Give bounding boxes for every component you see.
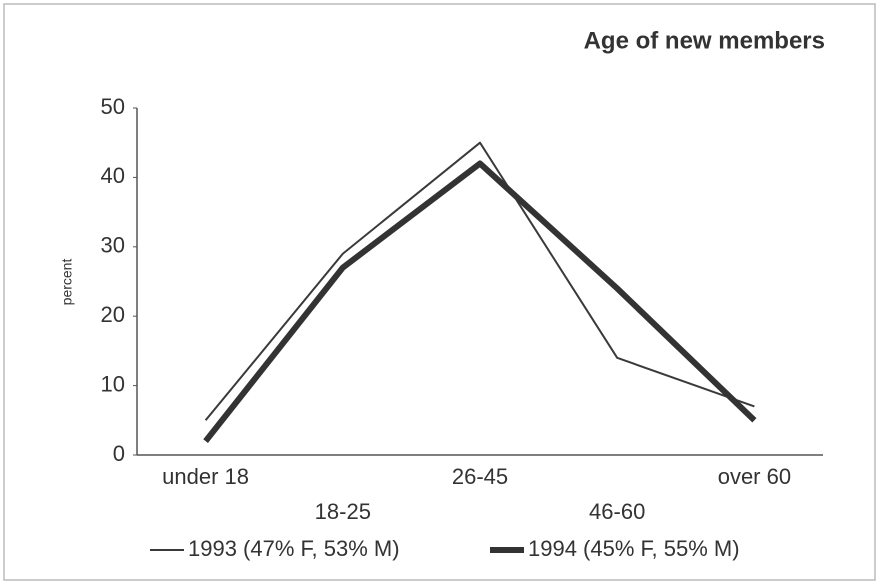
series-line (203, 160, 757, 443)
chart-title: Age of new members (584, 27, 825, 54)
x-tick-label: 26-45 (452, 464, 508, 489)
x-tick-label: over 60 (718, 464, 791, 489)
y-tick-label: 50 (101, 94, 125, 119)
x-tick-label: under 18 (162, 464, 249, 489)
y-tick-label: 40 (101, 163, 125, 188)
legend-label: 1994 (45% F, 55% M) (528, 536, 740, 561)
x-tick-label: 18-25 (315, 499, 371, 524)
series-line (204, 141, 755, 421)
y-tick-label: 30 (101, 233, 125, 258)
legend-label: 1993 (47% F, 53% M) (188, 536, 400, 561)
y-axis-label: percent (59, 259, 75, 306)
y-tick-label: 0 (113, 441, 125, 466)
chart-frame (3, 3, 876, 581)
x-tick-label: 46-60 (589, 499, 645, 524)
y-tick-label: 10 (101, 371, 125, 396)
y-tick-label: 20 (101, 302, 125, 327)
